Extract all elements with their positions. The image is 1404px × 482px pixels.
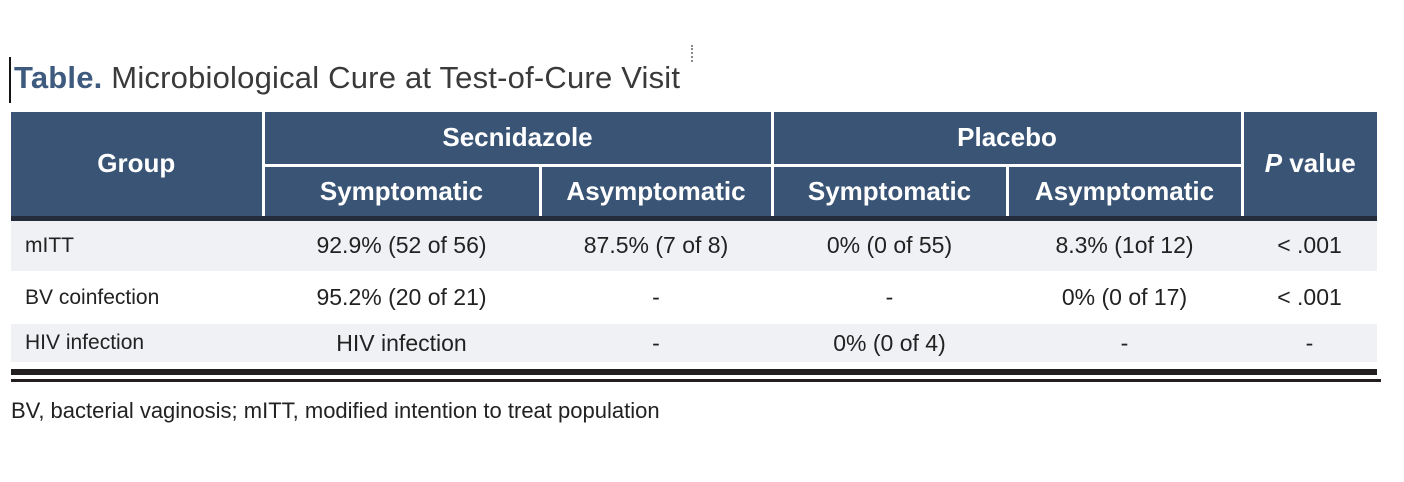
- table-row-hiv-infection: HIV infection HIV infection - 0% (0 of 4…: [11, 324, 1377, 362]
- cell-placebo-asymptomatic: 0% (0 of 17): [1061, 284, 1188, 310]
- column-header-placebo-asymptomatic: Asymptomatic: [1007, 165, 1244, 218]
- cell-p-value: < .001: [1242, 215, 1377, 271]
- cell-group: BV coinfection: [25, 285, 160, 309]
- page-title: Table. Microbiological Cure at Test-of-C…: [14, 56, 680, 100]
- cell-secnidazole-asymptomatic: 87.5% (7 of 8): [540, 215, 772, 271]
- column-header-secnidazole-asymptomatic: Asymptomatic: [540, 165, 774, 218]
- cell-secnidazole-asymptomatic: -: [652, 284, 660, 310]
- table-body: mITT 92.9% (52 of 56) 87.5% (7 of 8) 0% …: [11, 215, 1377, 362]
- header-row-subgroups: Symptomatic Asymptomatic Symptomatic Asy…: [11, 165, 1377, 218]
- cell-p-value: < .001: [1277, 284, 1342, 310]
- text-cursor: [9, 57, 11, 103]
- cell-group: HIV infection: [25, 331, 145, 354]
- table-row-mitt: mITT 92.9% (52 of 56) 87.5% (7 of 8) 0% …: [11, 215, 1377, 271]
- column-header-p-value: P value: [1242, 112, 1377, 218]
- cell-placebo-symptomatic: 0% (0 of 4): [833, 329, 946, 356]
- table-bottom-rule-thin: [11, 379, 1381, 382]
- abbreviation-footnote: BV, bacterial vaginosis; mITT, modified …: [11, 398, 660, 423]
- cell-secnidazole-symptomatic: HIV infection: [336, 329, 467, 356]
- column-header-secnidazole: Secnidazole: [263, 112, 774, 167]
- table-header: Group Secnidazole Placebo P value Sympto…: [11, 112, 1377, 218]
- dotted-cursor-artifact: [691, 45, 693, 62]
- cell-placebo-symptomatic: 0% (0 of 55): [772, 215, 1007, 271]
- table-bottom-rule-thick: [11, 369, 1377, 375]
- p-value-italic-p: P: [1264, 148, 1283, 179]
- cell-placebo-asymptomatic: 8.3% (1of 12): [1007, 215, 1242, 271]
- column-header-placebo: Placebo: [772, 112, 1244, 167]
- cell-secnidazole-asymptomatic: -: [652, 329, 660, 356]
- column-header-group: Group: [11, 112, 265, 218]
- cell-placebo-symptomatic: -: [885, 284, 894, 310]
- cell-p-value: -: [1305, 329, 1314, 356]
- cell-placebo-asymptomatic: -: [1120, 329, 1129, 356]
- microbiological-cure-table: Group Secnidazole Placebo P value Sympto…: [11, 112, 1377, 362]
- column-header-secnidazole-symptomatic: Symptomatic: [263, 165, 542, 218]
- cell-group: mITT: [11, 215, 263, 271]
- header-row-groups: Group Secnidazole Placebo P value: [11, 112, 1377, 218]
- cell-secnidazole-symptomatic: 95.2% (20 of 21): [316, 284, 487, 310]
- table-title-label: Table.: [14, 60, 103, 95]
- table-title-text: Microbiological Cure at Test-of-Cure Vis…: [102, 60, 681, 95]
- table-row-bv-coinfection: BV coinfection 95.2% (20 of 21) - - 0% (…: [11, 271, 1377, 324]
- p-value-label-rest: value: [1282, 148, 1356, 179]
- cell-secnidazole-symptomatic: 92.9% (52 of 56): [263, 215, 540, 271]
- column-header-placebo-symptomatic: Symptomatic: [772, 165, 1009, 218]
